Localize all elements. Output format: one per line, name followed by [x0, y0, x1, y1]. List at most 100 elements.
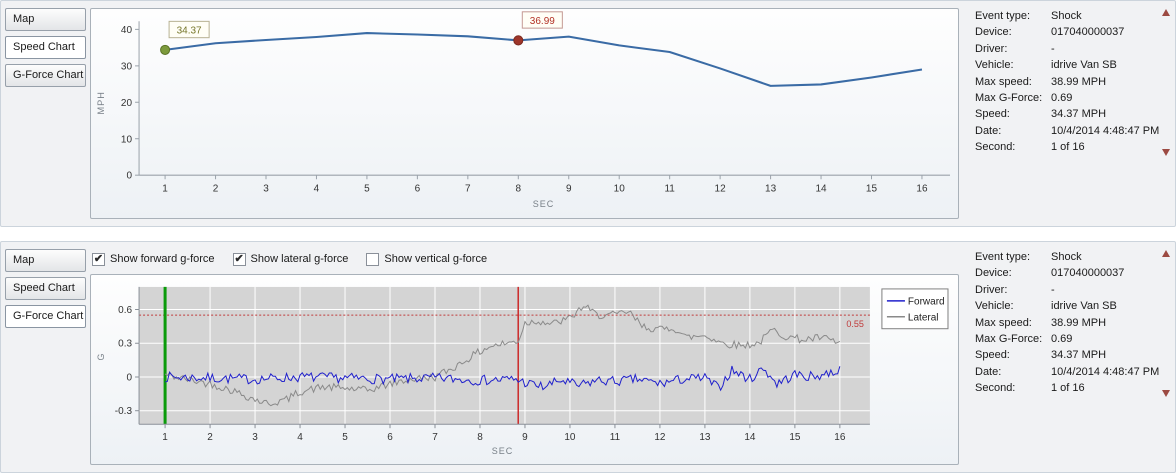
info-label: Max speed:	[975, 75, 1032, 88]
y-tick-label: 20	[121, 98, 133, 109]
tab-g-force-chart[interactable]: G-Force Chart	[5, 305, 86, 328]
info-value: -	[1051, 42, 1055, 55]
y-tick-label: 0	[126, 372, 132, 383]
tab-map[interactable]: Map	[5, 8, 86, 31]
x-tick-label: 15	[866, 183, 878, 194]
legend-label: Lateral	[908, 312, 939, 323]
info-label: Event type:	[975, 10, 1031, 22]
legend-box	[881, 288, 949, 330]
tab-speed-chart[interactable]: Speed Chart	[5, 36, 86, 59]
x-tick-label: 16	[916, 183, 928, 194]
speed-chart[interactable]: 0 10 20 30 40 1 2 3 4 5 6 7 8 9 10 11 12 13 14 15 16 MPH SEC 34…	[90, 8, 959, 219]
info-value: 017040000037	[1051, 267, 1125, 280]
info-value: 1 of 16	[1051, 141, 1085, 154]
y-tick-label: 10	[121, 134, 133, 145]
info-row: Date: 10/4/2014 4:48:47 PM	[975, 123, 1159, 139]
checkbox-show-forward-g-force[interactable]: ✔ Show forward g-force	[92, 252, 215, 266]
info-label: Speed:	[975, 108, 1010, 121]
x-tick-label: 12	[654, 432, 666, 443]
x-tick-label: 2	[207, 432, 213, 443]
scroll-up-icon[interactable]	[1162, 9, 1170, 16]
tab-speed-chart[interactable]: Speed Chart	[5, 277, 86, 300]
info-label: Vehicle:	[975, 59, 1014, 72]
checkbox-box-icon[interactable]: ✔	[92, 252, 105, 266]
x-tick-label: 4	[297, 432, 303, 443]
x-axis-label: SEC	[492, 446, 514, 456]
series-forward	[164, 365, 841, 392]
info-label: Date:	[975, 365, 1002, 378]
info-row: Speed: 34.37 MPH	[975, 347, 1159, 363]
gforce-chart-panel: Map Speed Chart G-Force Chart ✔ Show forwar…	[0, 241, 1176, 473]
info-label: Max G-Force:	[975, 92, 1043, 105]
info-value: 34.37 MPH	[1051, 108, 1107, 121]
x-tick-label: 3	[263, 183, 269, 194]
scroll-up-icon[interactable]	[1162, 250, 1170, 257]
info-label: Event type:	[975, 251, 1031, 263]
marker-label-box	[168, 20, 210, 39]
x-tick-label: 13	[699, 432, 711, 443]
info-label: Device:	[975, 26, 1012, 39]
y-tick-label: -0.3	[115, 406, 133, 417]
info-row: Device: 017040000037	[975, 265, 1159, 281]
info-label: Speed:	[975, 349, 1010, 362]
info-value: idrive Van SB	[1051, 300, 1117, 313]
gforce-chart[interactable]: 0.55 -0.3 0 0.3 0.6 1 2 3 4 5 6 7 8 9 10 11 12 13 14 15 16 G S…	[90, 274, 959, 465]
event-info-rows: Event type: Shock Device: 017040000037 Drive…	[975, 8, 1159, 156]
scroll-down-icon[interactable]	[1162, 149, 1170, 156]
x-tick-label: 5	[342, 432, 348, 443]
gforce-chart-svg: 0.55-0.300.30.61 2 3 4 5 6 7 8 9 10 11 12 13 14 15 16GS…	[96, 286, 949, 456]
y-tick-label: 0	[126, 171, 132, 182]
legend: Forward Lateral	[881, 288, 949, 330]
x-tick-label: 1	[162, 183, 168, 194]
checkbox-show-lateral-g-force[interactable]: ✔ Show lateral g-force	[232, 252, 349, 266]
speed-chart-area: 0 10 20 30 40 1 2 3 4 5 6 7 8 9 10 11 12 13 14 15 16 MPH SEC 34…	[89, 1, 963, 226]
checkbox-show-vertical-g-force[interactable]: Show vertical g-force	[366, 252, 487, 266]
x-tick-label: 7	[465, 183, 471, 194]
info-label: Date:	[975, 124, 1002, 137]
info-value: 1 of 16	[1051, 382, 1085, 395]
x-tick-label: 14	[815, 183, 827, 194]
info-value: 38.99 MPH	[1051, 75, 1107, 88]
info-label: Driver:	[975, 283, 1008, 296]
checkbox-box-icon[interactable]	[366, 252, 380, 266]
info-label: Device:	[975, 267, 1012, 280]
info-label: Max speed:	[975, 316, 1032, 329]
threshold-label: 0.55	[846, 319, 864, 329]
info-value: -	[1051, 283, 1055, 296]
gforce-chart-area: ✔ Show forward g-force ✔ Show lateral g-for…	[89, 242, 963, 472]
info-value: 10/4/2014 4:48:47 PM	[1051, 365, 1160, 378]
checkbox-label: Show lateral g-force	[250, 253, 349, 265]
x-tick-label: 3	[252, 432, 258, 443]
info-row: Max speed: 38.99 MPH	[975, 315, 1159, 331]
checkbox-box-icon[interactable]: ✔	[232, 252, 246, 266]
x-tick-label: 12	[715, 183, 727, 194]
tab-list-top: Map Speed Chart G-Force Chart	[1, 1, 89, 226]
marker-label-box	[521, 11, 563, 29]
event-info-panel-top: Event type: Shock Device: 017040000037 Drive…	[963, 1, 1175, 226]
x-tick-label: 6	[387, 432, 393, 443]
info-row: Event type: Shock	[975, 8, 1159, 24]
x-tick-label: 2	[213, 183, 219, 194]
x-tick-label: 13	[765, 183, 777, 194]
info-row: Date: 10/4/2014 4:48:47 PM	[975, 364, 1159, 380]
info-row: Driver: -	[975, 282, 1159, 298]
info-row: Max G-Force: 0.69	[975, 331, 1159, 347]
marker-dot	[160, 44, 171, 56]
event-info-panel-bottom: Event type: Shock Device: 017040000037 Drive…	[963, 242, 1175, 472]
info-row: Speed: 34.37 MPH	[975, 106, 1159, 122]
scroll-down-icon[interactable]	[1162, 390, 1170, 397]
x-tick-label: 14	[744, 432, 756, 443]
tab-g-force-chart[interactable]: G-Force Chart	[5, 64, 86, 87]
x-tick-label: 8	[477, 432, 483, 443]
info-value: 0.69	[1051, 333, 1073, 346]
x-axis-label: SEC	[533, 199, 555, 209]
gforce-toggle-row: ✔ Show forward g-force ✔ Show lateral g-for…	[92, 249, 959, 269]
tab-map[interactable]: Map	[5, 249, 86, 272]
y-tick-label: 30	[121, 61, 133, 72]
marker-label: 34.37	[177, 26, 202, 37]
x-tick-label: 6	[415, 183, 421, 194]
info-label: Max G-Force:	[975, 333, 1043, 346]
event-info-rows: Event type: Shock Device: 017040000037 Drive…	[975, 249, 1159, 397]
info-row: Max speed: 38.99 MPH	[975, 74, 1159, 90]
x-tick-label: 16	[834, 432, 846, 443]
